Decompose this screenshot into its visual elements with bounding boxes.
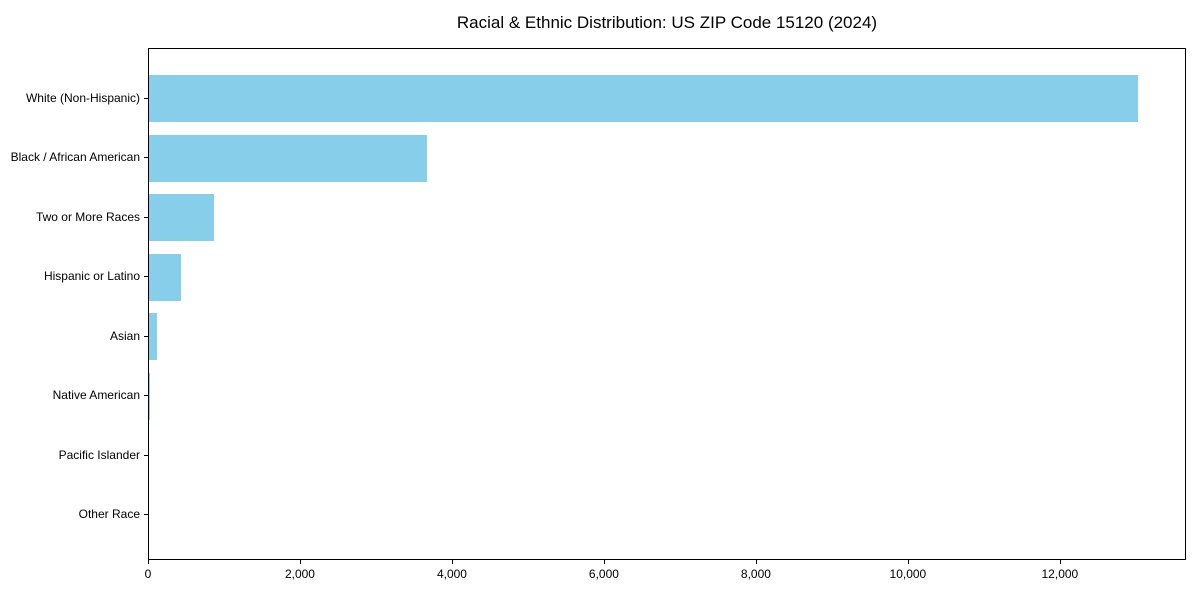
x-tick-mark: [755, 560, 757, 564]
plot-area: [148, 48, 1186, 560]
y-tick-label-pacific-islander: Pacific Islander: [58, 447, 140, 462]
y-tick-mark: [144, 395, 148, 396]
x-tick-mark: [603, 560, 605, 564]
bar-white-non-hispanic: [149, 75, 1138, 122]
x-tick-mark: [148, 560, 149, 564]
y-tick-mark: [144, 514, 148, 515]
y-tick-mark: [144, 454, 148, 456]
x-tick-label-10000: 10,000: [889, 567, 927, 581]
y-tick-mark: [144, 276, 148, 277]
bar-asian: [149, 313, 157, 360]
x-tick-label-4000: 4,000: [436, 567, 467, 581]
bar-hispanic-or-latino: [149, 253, 181, 301]
y-tick-label-white-non-hispanic: White (Non-Hispanic): [25, 90, 140, 105]
y-tick-mark: [144, 97, 148, 99]
y-tick-label-other-race: Other Race: [78, 507, 140, 521]
x-tick-mark: [451, 560, 453, 564]
bar-black-african-american: [149, 134, 428, 182]
y-tick-mark: [144, 216, 148, 218]
x-tick-label-8000: 8,000: [740, 567, 771, 581]
bar-two-or-more-races: [149, 194, 214, 241]
y-tick-label-asian: Asian: [109, 328, 140, 343]
bar-native-american: [149, 372, 150, 420]
x-tick-mark: [907, 560, 909, 564]
y-tick-mark: [144, 335, 148, 337]
y-tick-label-hispanic-or-latino: Hispanic or Latino: [43, 269, 140, 283]
y-tick-label-black-african-american: Black / African American: [10, 150, 140, 164]
x-tick-mark: [299, 560, 301, 564]
x-tick-label-2000: 2,000: [284, 567, 315, 581]
y-tick-label-native-american: Native American: [52, 388, 140, 402]
y-tick-label-two-or-more-races: Two or More Races: [35, 209, 140, 224]
chart-title: Racial & Ethnic Distribution: US ZIP Cod…: [456, 13, 878, 32]
x-tick-label-6000: 6,000: [588, 567, 619, 581]
x-tick-label-12000: 12,000: [1041, 567, 1079, 581]
y-tick-mark: [144, 157, 148, 158]
x-tick-label-0: 0: [144, 567, 152, 581]
x-tick-mark: [1059, 560, 1061, 564]
